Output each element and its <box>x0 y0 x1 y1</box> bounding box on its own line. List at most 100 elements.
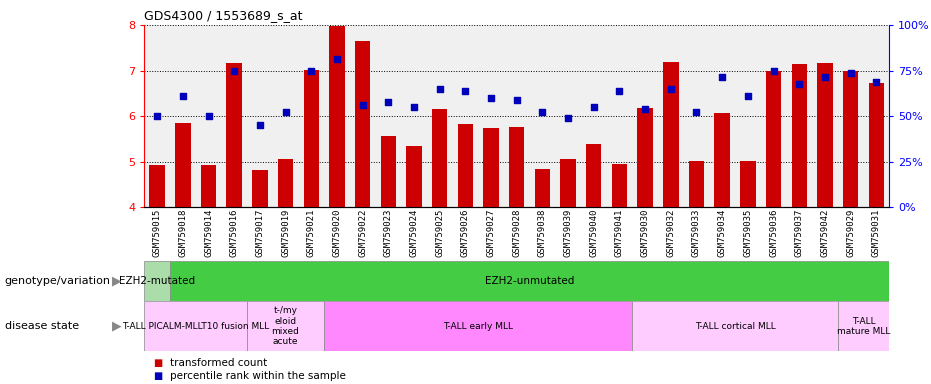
Point <box>560 115 575 121</box>
Bar <box>560 159 575 207</box>
Text: GSM759040: GSM759040 <box>589 209 599 257</box>
Point <box>740 93 755 99</box>
Bar <box>355 41 371 207</box>
Bar <box>843 71 858 207</box>
Text: T-ALL PICALM-MLLT10 fusion MLL: T-ALL PICALM-MLLT10 fusion MLL <box>122 322 269 331</box>
Bar <box>638 108 653 207</box>
Point <box>381 99 396 106</box>
Text: GSM759039: GSM759039 <box>563 209 573 257</box>
Text: GSM759020: GSM759020 <box>332 209 342 257</box>
Point <box>843 70 858 76</box>
Text: GSM759028: GSM759028 <box>512 209 521 257</box>
Bar <box>381 136 396 207</box>
Bar <box>458 124 473 207</box>
Bar <box>324 301 632 351</box>
Text: GSM759035: GSM759035 <box>743 209 752 257</box>
Point <box>304 68 318 74</box>
Point <box>150 113 165 119</box>
Text: T-ALL
mature MLL: T-ALL mature MLL <box>837 317 890 336</box>
Point <box>638 106 653 113</box>
Text: ▶: ▶ <box>112 275 121 288</box>
Bar <box>586 144 601 207</box>
Bar <box>612 164 627 207</box>
Point <box>535 109 550 115</box>
Bar <box>483 128 499 207</box>
Bar <box>663 62 679 207</box>
Text: ■: ■ <box>154 371 163 381</box>
Text: transformed count: transformed count <box>170 358 267 368</box>
Point <box>689 109 704 115</box>
Bar <box>534 169 550 207</box>
Bar <box>509 127 524 207</box>
Text: GSM759029: GSM759029 <box>846 209 855 257</box>
Text: GSM759014: GSM759014 <box>204 209 213 257</box>
Text: EZH2-unmutated: EZH2-unmutated <box>485 276 574 286</box>
Point <box>458 88 473 94</box>
Point <box>587 104 601 110</box>
Text: GSM759022: GSM759022 <box>358 209 367 257</box>
Bar <box>252 170 267 207</box>
Text: GSM759015: GSM759015 <box>153 209 162 257</box>
Bar <box>791 64 807 207</box>
Text: GSM759034: GSM759034 <box>718 209 727 257</box>
Bar <box>714 113 730 207</box>
Text: GSM759031: GSM759031 <box>871 209 881 257</box>
Text: GSM759023: GSM759023 <box>384 209 393 257</box>
Point <box>612 88 627 94</box>
Text: ■: ■ <box>154 358 163 368</box>
Point <box>252 122 267 128</box>
Bar <box>406 146 422 207</box>
Text: GSM759032: GSM759032 <box>667 209 675 257</box>
Point <box>432 86 447 92</box>
Text: GSM759016: GSM759016 <box>230 209 238 257</box>
Bar <box>226 63 242 207</box>
Bar <box>144 301 247 351</box>
Text: GSM759024: GSM759024 <box>410 209 418 257</box>
Bar <box>838 301 889 351</box>
Text: GSM759017: GSM759017 <box>255 209 264 257</box>
Text: GSM759018: GSM759018 <box>179 209 187 257</box>
Bar <box>201 166 216 207</box>
Point <box>791 81 806 87</box>
Bar <box>144 261 170 301</box>
Bar <box>330 26 344 207</box>
Text: genotype/variation: genotype/variation <box>5 276 111 286</box>
Text: GSM759030: GSM759030 <box>641 209 650 257</box>
Text: GSM759036: GSM759036 <box>769 209 778 257</box>
Bar <box>817 63 832 207</box>
Text: GSM759026: GSM759026 <box>461 209 470 257</box>
Point <box>407 104 422 110</box>
Bar <box>432 109 448 207</box>
Bar <box>689 161 704 207</box>
Point <box>664 86 679 92</box>
Text: GSM759041: GSM759041 <box>615 209 624 257</box>
Point <box>483 95 498 101</box>
Text: GSM759021: GSM759021 <box>306 209 316 257</box>
Point <box>175 93 190 99</box>
Text: GSM759027: GSM759027 <box>487 209 495 257</box>
Text: EZH2-mutated: EZH2-mutated <box>119 276 196 286</box>
Point <box>869 79 884 85</box>
Point <box>330 56 344 62</box>
Bar <box>150 165 165 207</box>
Point <box>355 102 370 108</box>
Text: ▶: ▶ <box>112 320 121 333</box>
Text: GSM759042: GSM759042 <box>820 209 830 257</box>
Point <box>715 74 730 81</box>
Bar <box>247 301 324 351</box>
Text: GDS4300 / 1553689_s_at: GDS4300 / 1553689_s_at <box>144 9 303 22</box>
Bar <box>869 83 884 207</box>
Bar <box>632 301 838 351</box>
Text: GSM759038: GSM759038 <box>538 209 546 257</box>
Text: percentile rank within the sample: percentile rank within the sample <box>170 371 346 381</box>
Bar <box>277 159 293 207</box>
Text: GSM759033: GSM759033 <box>692 209 701 257</box>
Point <box>817 74 832 81</box>
Bar <box>740 161 756 207</box>
Bar <box>304 70 319 207</box>
Bar <box>175 123 191 207</box>
Text: T-ALL cortical MLL: T-ALL cortical MLL <box>695 322 776 331</box>
Text: disease state: disease state <box>5 321 79 331</box>
Text: GSM759037: GSM759037 <box>795 209 803 257</box>
Point <box>201 113 216 119</box>
